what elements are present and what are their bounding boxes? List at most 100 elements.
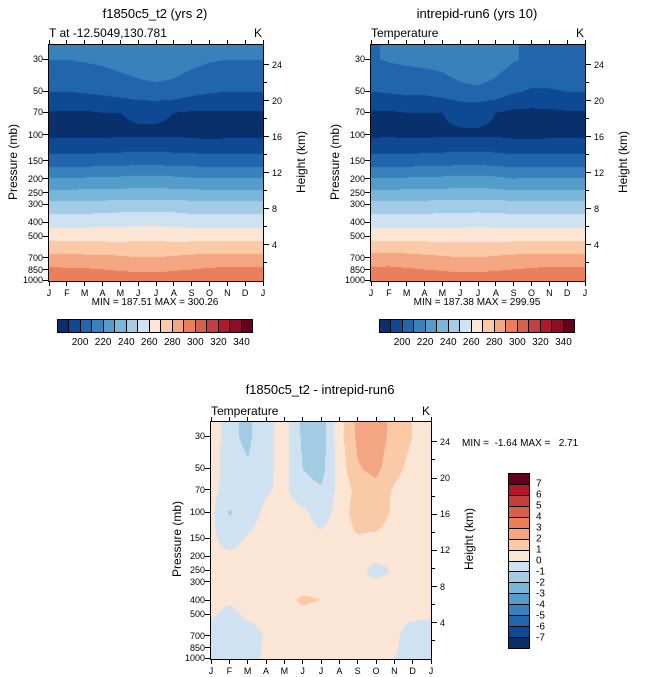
colorbar: [57, 319, 253, 333]
x-tick-label: N: [224, 288, 231, 298]
colorbar-cell: [413, 320, 425, 332]
colorbar-cell: [217, 320, 230, 332]
colorbar-cell: [509, 516, 529, 528]
month-tick-top: [265, 417, 267, 422]
pressure-tick-label: 500: [349, 231, 365, 242]
pressure-tick: [205, 647, 211, 649]
pressure-tick: [43, 269, 49, 271]
pressure-tick-label: 500: [189, 609, 205, 620]
colorbar-cell: [509, 593, 529, 605]
pressure-tick-label: 150: [349, 155, 365, 166]
height-tick-label: 16: [594, 131, 605, 142]
month-tick-top: [119, 40, 121, 45]
month-tick-top: [102, 40, 103, 45]
x-tick-label: A: [336, 666, 343, 676]
month-tick-bottom: [210, 659, 212, 664]
height-tick: [263, 244, 269, 246]
height-tick-label: 8: [440, 581, 446, 592]
month-tick-top: [247, 417, 249, 422]
pressure-tick-label: 30: [32, 54, 43, 65]
month-tick-top: [375, 417, 377, 422]
month-tick-top: [566, 40, 568, 45]
month-tick-bottom: [320, 659, 322, 664]
pressure-tick: [205, 467, 211, 469]
minmax-text: MIN = 187.51 MAX = 300.26: [91, 297, 219, 308]
month-tick-bottom: [477, 281, 479, 286]
colorbar-cell: [528, 320, 540, 332]
unit-label: K: [575, 26, 584, 40]
colorbar-tick-label: 340: [555, 337, 572, 348]
chart-subtitle: Temperature: [371, 26, 439, 40]
height-minor-tick: [263, 262, 267, 264]
colorbar-cell: [68, 320, 80, 332]
height-tick: [431, 477, 437, 479]
height-tick-label: 8: [272, 203, 278, 214]
colorbar-cell: [436, 320, 448, 332]
colorbar-cell: [509, 474, 529, 484]
plot-area: 30 50 70 100 150 200 250 300 400 500 700 850 1000 24 2…: [23, 40, 282, 298]
colorbar-cell: [509, 538, 529, 550]
month-tick-top: [48, 40, 50, 45]
month-tick-top: [424, 40, 425, 45]
height-tick-label: 20: [440, 473, 451, 484]
colorbar-cell: [509, 483, 529, 495]
colorbar-cell: [79, 320, 92, 332]
pressure-tick: [205, 555, 211, 557]
month-tick-top: [531, 40, 532, 45]
month-tick-bottom: [173, 281, 175, 286]
month-tick-top: [393, 417, 395, 422]
pressure-tick: [365, 90, 371, 92]
month-tick-bottom: [209, 281, 210, 286]
chart-title: f1850c5_t2 - intrepid-run6: [245, 382, 395, 397]
panel-difference: f1850c5_t2 - intrepid-run6 Temperature K…: [0, 372, 647, 677]
month-tick-bottom: [119, 281, 121, 286]
month-tick-top: [477, 40, 479, 45]
pressure-tick-label: 70: [194, 484, 205, 495]
month-tick-top: [137, 40, 139, 45]
pressure-tick: [43, 111, 49, 113]
x-tick-label: J: [475, 288, 481, 298]
pressure-tick: [205, 511, 211, 513]
month-tick-bottom: [424, 281, 425, 286]
x-tick-label: O: [372, 666, 380, 676]
height-minor-tick: [431, 568, 435, 570]
pressure-tick-label: 50: [194, 463, 205, 474]
month-tick-bottom: [495, 281, 497, 286]
height-tick: [585, 136, 591, 138]
height-tick-label: 16: [272, 131, 283, 142]
colorbar-labels: 200 220 240 260 280 300 320 340: [57, 337, 253, 349]
pressure-tick-label: 700: [349, 252, 365, 263]
colorbar-tick-label: 2: [536, 533, 542, 545]
chart-subtitle: T at -12.5049,130.781: [49, 26, 167, 40]
month-tick-bottom: [338, 659, 340, 664]
height-minor-tick: [263, 190, 267, 192]
pressure-tick-label: 150: [27, 155, 43, 166]
height-tick-label: 12: [440, 545, 451, 556]
month-tick-top: [338, 417, 340, 422]
height-minor-tick: [431, 531, 435, 533]
month-tick-bottom: [357, 659, 359, 664]
x-tick-label: J: [208, 666, 214, 676]
pressure-tick-label: 200: [27, 173, 43, 184]
pressure-tick: [43, 58, 49, 60]
pressure-tick: [205, 569, 211, 571]
pressure-tick: [205, 581, 211, 583]
x-tick-label: O: [205, 288, 214, 298]
month-tick-top: [210, 417, 212, 422]
height-tick: [585, 172, 591, 174]
colorbar-cell: [470, 320, 483, 332]
height-tick-label: 20: [594, 95, 605, 106]
colorbar-tick-label: 200: [393, 337, 411, 348]
colorbar: [508, 473, 530, 649]
pressure-tick: [43, 257, 49, 259]
height-tick: [431, 513, 437, 515]
month-tick-bottom: [155, 281, 157, 286]
month-tick-top: [495, 40, 497, 45]
colorbar-cell: [380, 320, 391, 332]
height-tick: [263, 100, 269, 102]
colorbar-cell: [459, 320, 471, 332]
pressure-tick-label: 30: [194, 431, 205, 442]
colorbar-tick-label: 1: [536, 544, 542, 556]
x-tick-label: A: [170, 288, 177, 298]
pressure-tick-label: 850: [27, 264, 43, 275]
